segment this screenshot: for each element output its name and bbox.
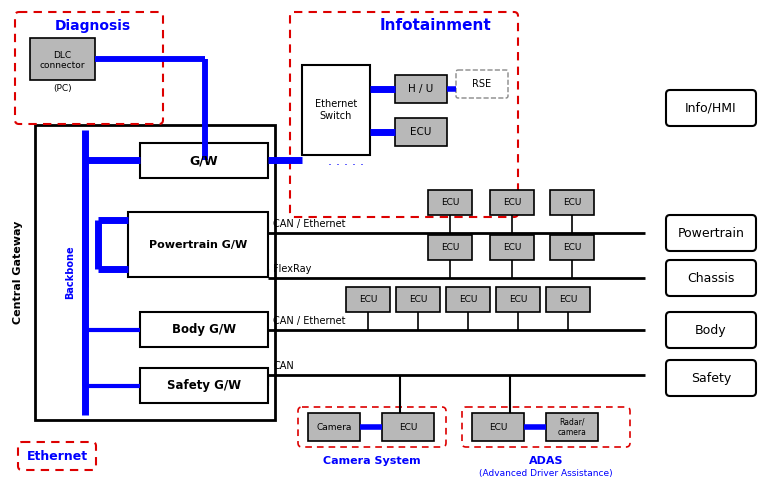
- Text: Info/HMI: Info/HMI: [685, 102, 736, 115]
- Text: FlexRay: FlexRay: [273, 264, 312, 274]
- Text: Radar/
camera: Radar/ camera: [558, 417, 587, 437]
- Bar: [428, 235, 472, 260]
- Text: Diagnosis: Diagnosis: [55, 19, 131, 33]
- Text: ECU: ECU: [441, 243, 459, 251]
- Text: Chassis: Chassis: [688, 272, 735, 284]
- Bar: [546, 413, 598, 441]
- Text: H / U: H / U: [409, 84, 434, 94]
- Text: Ethernet: Ethernet: [27, 450, 88, 463]
- Text: (Advanced Driver Assistance): (Advanced Driver Assistance): [479, 469, 613, 478]
- Bar: [395, 75, 447, 103]
- Text: · · · · ·: · · · · ·: [328, 158, 364, 172]
- Bar: [472, 413, 524, 441]
- FancyBboxPatch shape: [666, 260, 756, 296]
- Text: ECU: ECU: [563, 197, 581, 207]
- Bar: [428, 190, 472, 215]
- Text: CAN: CAN: [273, 361, 293, 371]
- Bar: [396, 287, 440, 312]
- Text: ECU: ECU: [409, 295, 427, 303]
- Bar: [302, 65, 370, 155]
- Text: ADAS: ADAS: [529, 456, 563, 466]
- Text: Camera System: Camera System: [323, 456, 421, 466]
- Text: Backbone: Backbone: [65, 246, 75, 299]
- Bar: [550, 235, 594, 260]
- Text: ECU: ECU: [563, 243, 581, 251]
- Text: RSE: RSE: [472, 79, 491, 89]
- Bar: [490, 235, 534, 260]
- Bar: [308, 413, 360, 441]
- Bar: [128, 212, 268, 277]
- Text: Central Gateway: Central Gateway: [13, 221, 23, 324]
- Bar: [140, 368, 268, 403]
- Text: DLC: DLC: [53, 51, 72, 59]
- Text: ECU: ECU: [359, 295, 377, 303]
- Bar: [346, 287, 390, 312]
- Bar: [546, 287, 590, 312]
- Bar: [395, 118, 447, 146]
- Bar: [30, 38, 95, 80]
- FancyBboxPatch shape: [666, 215, 756, 251]
- Bar: [496, 287, 540, 312]
- Text: Ethernet
Switch: Ethernet Switch: [315, 99, 357, 121]
- Text: ECU: ECU: [503, 243, 521, 251]
- Text: ECU: ECU: [503, 197, 521, 207]
- Text: Camera: Camera: [316, 422, 351, 432]
- FancyBboxPatch shape: [666, 360, 756, 396]
- Bar: [446, 287, 490, 312]
- Bar: [140, 312, 268, 347]
- Text: ECU: ECU: [558, 295, 577, 303]
- Text: Powertrain G/W: Powertrain G/W: [149, 240, 247, 249]
- Text: Safety G/W: Safety G/W: [167, 379, 241, 392]
- Bar: [490, 190, 534, 215]
- Text: (PC): (PC): [53, 84, 72, 92]
- Text: ECU: ECU: [489, 422, 507, 432]
- Text: Body G/W: Body G/W: [172, 323, 236, 336]
- Text: connector: connector: [40, 60, 86, 69]
- Text: Body: Body: [695, 324, 727, 336]
- Bar: [35, 125, 275, 420]
- Bar: [550, 190, 594, 215]
- Text: Safety: Safety: [691, 371, 731, 384]
- Text: ECU: ECU: [410, 127, 432, 137]
- Bar: [140, 143, 268, 178]
- Bar: [382, 413, 434, 441]
- Text: G/W: G/W: [189, 154, 219, 167]
- Text: ECU: ECU: [459, 295, 478, 303]
- FancyBboxPatch shape: [666, 312, 756, 348]
- Text: ECU: ECU: [509, 295, 527, 303]
- Text: ECU: ECU: [441, 197, 459, 207]
- Text: Infotainment: Infotainment: [380, 18, 492, 34]
- Text: CAN / Ethernet: CAN / Ethernet: [273, 316, 345, 326]
- Text: CAN / Ethernet: CAN / Ethernet: [273, 219, 345, 229]
- FancyBboxPatch shape: [666, 90, 756, 126]
- Text: ECU: ECU: [399, 422, 417, 432]
- Text: Powertrain: Powertrain: [678, 226, 744, 240]
